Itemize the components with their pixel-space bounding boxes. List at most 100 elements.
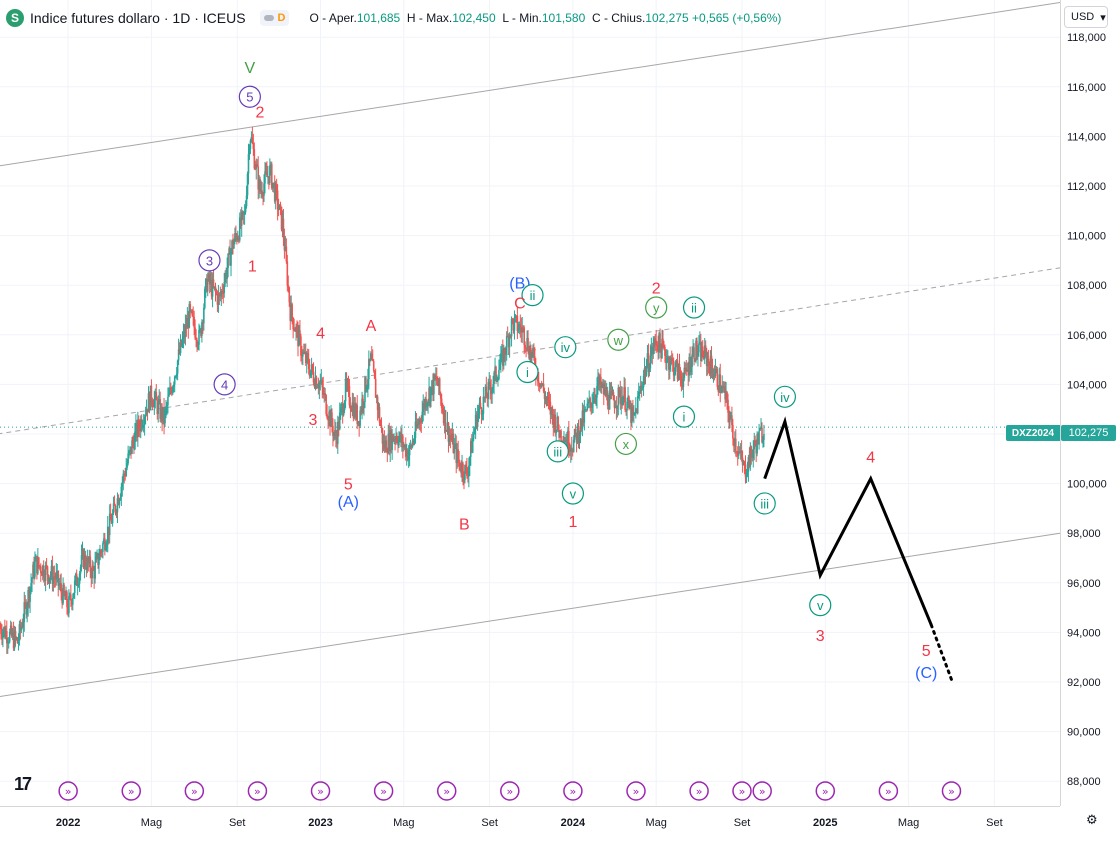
candle-body bbox=[661, 338, 663, 358]
candle-body bbox=[106, 526, 109, 543]
wave-label: 4 bbox=[221, 377, 228, 392]
candle-body bbox=[69, 594, 71, 596]
open-value: 101,685 bbox=[356, 11, 401, 25]
candle-body bbox=[664, 347, 666, 356]
event-marker-icon[interactable] bbox=[752, 781, 772, 801]
data-status-chip[interactable]: D bbox=[259, 10, 290, 26]
symbol-title[interactable]: Indice futures dollaro · 1D · ICEUS bbox=[30, 10, 246, 26]
time-tick-label: 2023 bbox=[308, 817, 332, 829]
wave-label-circle bbox=[614, 432, 638, 456]
candle-body bbox=[85, 566, 88, 571]
candle-body bbox=[401, 435, 403, 443]
candle-body bbox=[573, 428, 576, 440]
candle-body bbox=[729, 418, 731, 423]
candle-body bbox=[521, 327, 524, 333]
candle-body bbox=[294, 329, 296, 332]
candle-body bbox=[304, 352, 307, 363]
candle-body bbox=[490, 388, 492, 395]
event-marker-icon[interactable] bbox=[500, 781, 520, 801]
event-marker-icon[interactable] bbox=[626, 781, 646, 801]
candle-body bbox=[378, 407, 381, 423]
event-marker-icon[interactable] bbox=[878, 781, 899, 801]
candle-body bbox=[628, 396, 630, 409]
event-marker-icon[interactable] bbox=[184, 781, 205, 801]
candle-body bbox=[743, 462, 746, 465]
candle-body bbox=[598, 376, 600, 385]
candle-body bbox=[255, 163, 258, 169]
wave-label: i bbox=[683, 410, 686, 425]
event-marker-icon[interactable] bbox=[436, 781, 457, 801]
candle-body bbox=[426, 403, 428, 408]
candle-body bbox=[523, 327, 525, 345]
event-marker-icon[interactable] bbox=[373, 781, 394, 801]
candle-body bbox=[281, 218, 284, 230]
candle-body bbox=[44, 565, 47, 581]
candle-body bbox=[630, 405, 632, 423]
event-marker-icon[interactable] bbox=[310, 781, 331, 801]
tradingview-logo-icon[interactable]: 17 bbox=[14, 774, 32, 794]
candle-body bbox=[602, 383, 605, 395]
candle-body bbox=[65, 592, 67, 600]
candle-body bbox=[399, 432, 401, 439]
price-tick-label: 90,000 bbox=[1067, 727, 1101, 739]
price-axis[interactable]: 88,000 90,000 92,000 94,000 96,000 98,000 100,… bbox=[1060, 0, 1118, 806]
event-marker-icon[interactable] bbox=[121, 781, 141, 801]
wave-label-circle bbox=[682, 296, 706, 319]
candle-body bbox=[148, 393, 151, 410]
candle-body bbox=[458, 459, 460, 463]
time-axis[interactable]: 2022 Mag Set 2023 Mag Set 2024 Mag Set 2025 Mag Set bbox=[0, 806, 1060, 837]
wave-label: (A) bbox=[338, 494, 359, 511]
event-marker-icon[interactable] bbox=[941, 781, 962, 801]
candle-body bbox=[308, 369, 311, 377]
candle-body bbox=[412, 441, 415, 443]
candle-body bbox=[690, 366, 692, 373]
candle-body bbox=[584, 409, 587, 411]
candle-body bbox=[571, 450, 574, 452]
candle-body bbox=[238, 217, 241, 241]
candle-body bbox=[750, 446, 753, 455]
time-tick-label: Set bbox=[734, 817, 751, 829]
price-tick-label: 114,000 bbox=[1067, 131, 1106, 143]
candle-body bbox=[607, 405, 610, 410]
candle-body bbox=[649, 355, 652, 369]
event-marker-icon[interactable] bbox=[247, 781, 268, 801]
price-tick-label: 118,000 bbox=[1067, 32, 1106, 44]
currency-selector[interactable]: USD ▾ bbox=[1064, 6, 1108, 28]
wave-label-circle bbox=[213, 373, 236, 396]
event-marker-icon[interactable] bbox=[815, 781, 836, 801]
gear-icon[interactable]: ⚙ bbox=[1086, 812, 1098, 827]
candle-body bbox=[673, 371, 676, 376]
elliott-projection-path bbox=[763, 416, 933, 626]
candle-body bbox=[740, 450, 743, 458]
candle-body bbox=[336, 438, 338, 445]
candle-body bbox=[153, 398, 156, 408]
price-tick-label: 112,000 bbox=[1067, 181, 1106, 193]
candle-body bbox=[319, 382, 322, 384]
candle-body bbox=[237, 237, 240, 241]
candle-body bbox=[220, 291, 223, 297]
event-marker-icon[interactable] bbox=[58, 781, 78, 801]
candle-body bbox=[593, 396, 595, 403]
candle-body bbox=[303, 352, 306, 354]
event-marker-icon[interactable] bbox=[732, 781, 752, 801]
wave-label: v bbox=[570, 487, 577, 502]
candle-body bbox=[171, 387, 174, 394]
candle-body bbox=[575, 432, 578, 443]
candle-body bbox=[620, 396, 623, 404]
event-marker-icon[interactable] bbox=[563, 781, 583, 801]
candle-body bbox=[207, 273, 210, 280]
event-marker-icon[interactable] bbox=[689, 781, 709, 801]
candle-body bbox=[558, 430, 560, 438]
wave-label: 5 bbox=[246, 90, 253, 105]
candle-body bbox=[474, 414, 477, 429]
candle-body bbox=[532, 347, 534, 353]
candle-body bbox=[149, 385, 152, 410]
candle-body bbox=[369, 358, 371, 361]
candle-body bbox=[248, 148, 251, 154]
candle-body bbox=[351, 402, 354, 412]
candle-body bbox=[710, 355, 713, 368]
symbol-icon[interactable]: S bbox=[6, 9, 24, 27]
candle-body bbox=[172, 384, 175, 388]
